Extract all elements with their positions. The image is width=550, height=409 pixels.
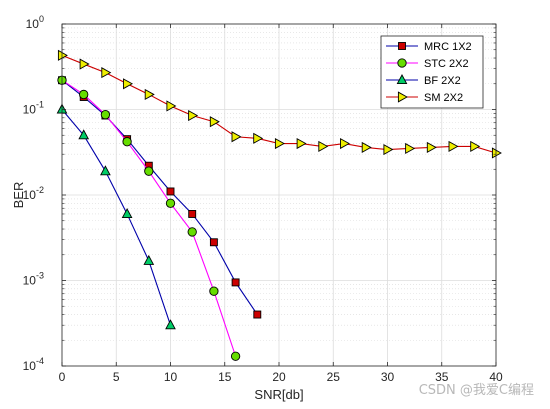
y-axis-label: BER (11, 182, 26, 209)
data-point (144, 166, 154, 176)
data-point (397, 91, 408, 103)
data-point (383, 143, 394, 156)
data-point (274, 137, 285, 150)
data-point (396, 74, 408, 85)
y-tick-label: 10-3 (23, 271, 44, 288)
data-point (397, 58, 407, 68)
x-tick-label: 40 (489, 370, 503, 384)
y-axis-ticks: 100 10-1 10-2 10-3 10-4 (23, 14, 496, 373)
data-point (253, 310, 262, 319)
x-axis-label: SNR[db] (254, 387, 303, 402)
data-point (405, 142, 416, 155)
data-point (470, 140, 481, 152)
data-point (123, 78, 134, 90)
x-tick-label: 20 (272, 370, 286, 384)
data-point (188, 109, 199, 122)
data-point (491, 147, 502, 159)
data-point (79, 58, 90, 70)
x-tick-label: 5 (113, 370, 120, 384)
data-point (144, 88, 155, 101)
legend-entry: MRC 1X2 (386, 41, 472, 53)
legend-entry: STC 2X2 (386, 58, 469, 70)
x-tick-label: 15 (218, 370, 232, 384)
data-point (340, 137, 351, 150)
x-tick-label: 35 (435, 370, 449, 384)
data-point (188, 210, 197, 218)
data-point (426, 141, 437, 154)
data-point (318, 140, 329, 152)
data-point (296, 137, 307, 150)
data-point (166, 100, 177, 112)
data-point (100, 165, 111, 176)
data-point (100, 110, 111, 120)
series (57, 49, 502, 159)
data-point (121, 208, 133, 219)
data-point (122, 137, 132, 147)
x-tick-label: 0 (59, 370, 66, 384)
data-point (165, 198, 176, 208)
data-point (209, 286, 219, 296)
data-point (253, 132, 264, 144)
y-tick-label: 10-1 (23, 100, 44, 117)
legend-label: STC 2X2 (424, 58, 469, 70)
data-point (166, 187, 175, 196)
data-point (143, 254, 155, 265)
y-tick-label: 10-4 (23, 356, 44, 373)
data-point (187, 227, 197, 237)
y-tick-label: 10-2 (23, 185, 44, 202)
legend-entry: BF 2X2 (386, 74, 461, 87)
series-line (61, 79, 258, 315)
data-point (231, 131, 242, 143)
x-axis-ticks: 0 5 10 15 20 25 30 35 40 (59, 24, 503, 384)
data-point (398, 42, 406, 50)
watermark: CSDN @我爱C编程 (419, 383, 534, 398)
data-point (209, 116, 220, 128)
x-tick-label: 30 (381, 370, 395, 384)
data-point (79, 89, 89, 100)
data-point (78, 129, 90, 140)
data-point (361, 141, 372, 154)
data-point (165, 319, 176, 330)
x-tick-label: 10 (164, 370, 178, 384)
legend: MRC 1X2 STC 2X2 BF 2X2 SM 2X2 (380, 35, 484, 109)
legend-label: MRC 1X2 (424, 41, 472, 53)
data-point (101, 67, 112, 79)
legend-label: BF 2X2 (424, 75, 461, 87)
x-tick-label: 25 (327, 370, 341, 384)
data-point (231, 278, 240, 287)
y-tick-label: 100 (26, 14, 44, 31)
data-point (448, 140, 459, 152)
data-point (209, 238, 218, 247)
legend-label: SM 2X2 (424, 92, 463, 104)
grid-lines (61, 23, 497, 367)
data-point (230, 351, 241, 361)
legend-entry: SM 2X2 (386, 91, 463, 104)
series-line (61, 109, 172, 326)
